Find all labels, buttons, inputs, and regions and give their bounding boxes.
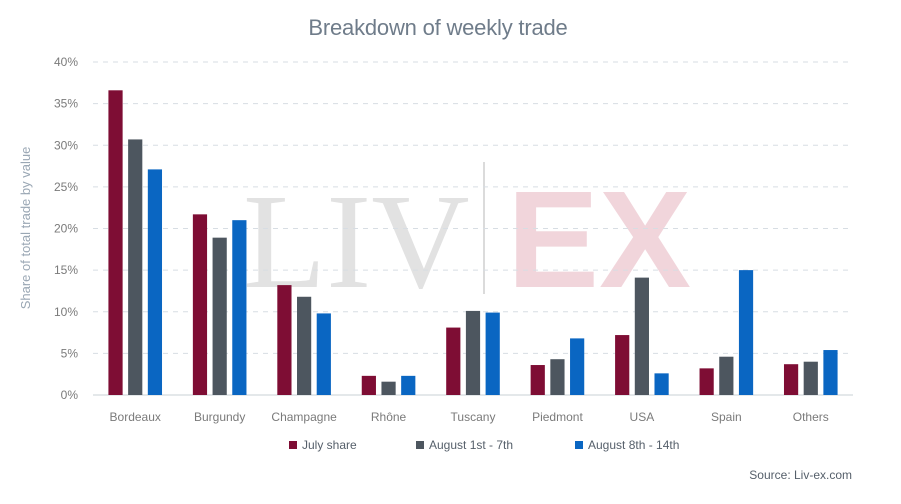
x-tick-label: Rhône xyxy=(371,410,407,424)
y-axis-label: Share of total trade by value xyxy=(18,147,33,310)
y-ticks-group: 0% 5% 10% 15% 20% 25% 30% 35% 40% xyxy=(54,55,78,402)
bars-group xyxy=(108,90,838,396)
watermark-left: LIV xyxy=(243,167,470,317)
bar-spain-series-1 xyxy=(699,368,714,395)
x-tick-label: Burgundy xyxy=(194,410,245,424)
legend-group: July share August 1st - 7th August 8th - 1… xyxy=(289,438,679,452)
bar-rh-ne-series-2 xyxy=(381,381,396,395)
legend-item: August 1st - 7th xyxy=(416,438,513,452)
x-tick-label: Bordeaux xyxy=(110,410,161,424)
bar-usa-series-1 xyxy=(615,335,630,395)
y-tick-label: 25% xyxy=(54,180,78,194)
bar-tuscany-series-3 xyxy=(485,312,500,395)
watermark: LIV EX xyxy=(243,162,691,317)
bar-others-series-3 xyxy=(823,350,838,395)
bar-piedmont-series-3 xyxy=(570,338,585,395)
y-tick-label: 15% xyxy=(54,263,78,277)
bar-piedmont-series-1 xyxy=(530,365,545,395)
bar-tuscany-series-2 xyxy=(465,310,481,395)
watermark-right: EX xyxy=(507,163,691,317)
bar-bordeaux-series-1 xyxy=(108,90,123,396)
bar-rh-ne-series-1 xyxy=(361,375,376,395)
bar-usa-series-2 xyxy=(634,277,649,395)
y-tick-label: 20% xyxy=(54,222,78,236)
y-tick-label: 40% xyxy=(54,55,78,69)
y-tick-label: 5% xyxy=(61,346,79,360)
legend-swatch xyxy=(416,441,424,449)
bar-burgundy-series-2 xyxy=(212,237,227,395)
x-tick-label: Tuscany xyxy=(451,410,496,424)
x-tick-label: Spain xyxy=(711,410,742,424)
legend-label: August 1st - 7th xyxy=(429,438,513,452)
x-tick-label: Others xyxy=(793,410,829,424)
legend-swatch xyxy=(289,441,297,449)
bar-champagne-series-2 xyxy=(297,296,312,395)
bar-burgundy-series-1 xyxy=(192,214,208,395)
bar-rh-ne-series-3 xyxy=(401,375,416,395)
bar-champagne-series-3 xyxy=(316,313,331,395)
x-tick-label: USA xyxy=(630,410,655,424)
bar-bordeaux-series-3 xyxy=(147,169,163,395)
legend-label: August 8th - 14th xyxy=(588,438,679,452)
legend-item: July share xyxy=(289,438,357,452)
bar-usa-series-3 xyxy=(654,373,669,395)
bar-champagne-series-1 xyxy=(277,285,292,395)
legend-label: July share xyxy=(302,438,357,452)
bar-tuscany-series-1 xyxy=(446,327,461,395)
bar-piedmont-series-2 xyxy=(550,359,565,395)
chart-title: Breakdown of weekly trade xyxy=(308,15,567,40)
y-tick-label: 10% xyxy=(54,305,78,319)
bar-others-series-1 xyxy=(783,364,799,395)
legend-swatch xyxy=(575,441,583,449)
legend-item: August 8th - 14th xyxy=(575,438,679,452)
x-ticks-group: Bordeaux Burgundy Champagne Rhône Tuscany Pie… xyxy=(110,410,829,424)
x-tick-label: Piedmont xyxy=(532,410,583,424)
bar-others-series-2 xyxy=(803,361,818,395)
y-tick-label: 30% xyxy=(54,138,78,152)
bar-bordeaux-series-2 xyxy=(128,139,143,395)
bar-burgundy-series-3 xyxy=(232,220,247,395)
y-tick-label: 0% xyxy=(61,388,79,402)
bar-spain-series-3 xyxy=(738,270,754,395)
source-note: Source: Liv-ex.com xyxy=(749,468,852,482)
bar-spain-series-2 xyxy=(719,356,734,395)
y-tick-label: 35% xyxy=(54,97,78,111)
x-tick-label: Champagne xyxy=(271,410,337,424)
